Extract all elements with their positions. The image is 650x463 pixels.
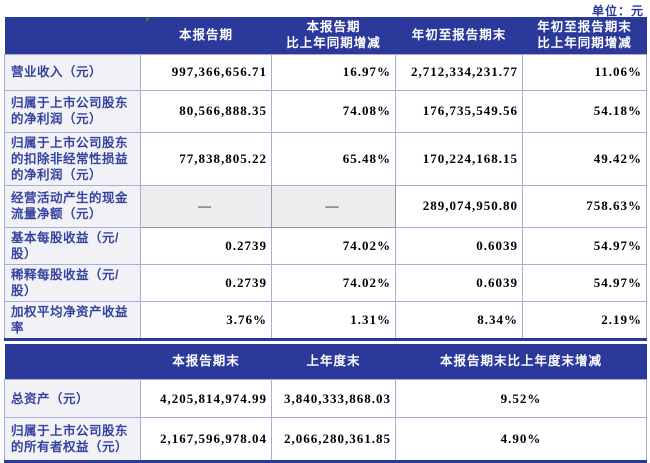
value-cell: 0.6039 xyxy=(396,227,523,264)
header-yearend-change: 本报告期末比上年度末增减 xyxy=(396,344,647,380)
header-current-period: 本报告期 xyxy=(141,17,272,54)
value-cell: 997,366,656.71 xyxy=(141,54,272,90)
na-cell: — xyxy=(272,185,396,227)
table2-header-row: 本报告期末 上年度末 本报告期末比上年度末增减 xyxy=(5,344,647,380)
row-label: 总资产（元） xyxy=(5,380,141,418)
value-cell: 170,224,168.15 xyxy=(396,132,523,185)
table1-header-row: 本报告期 本报告期 比上年同期增减 年初至报告期末 年初至报告期末 比上年同期增… xyxy=(5,17,647,54)
value-cell: 2.19% xyxy=(523,301,647,339)
header-prior-yearend: 上年度末 xyxy=(272,344,396,380)
value-cell: 2,066,280,361.85 xyxy=(272,418,396,462)
row-label: 归属于上市公司股东的所有者权益（元） xyxy=(5,418,141,462)
table-row-net-profit-excl-nonrecurring: 归属于上市公司股东的扣除非经常性损益的净利润（元） 77,838,805.22 … xyxy=(5,132,647,185)
value-cell: 758.63% xyxy=(523,185,647,227)
value-cell: 4,205,814,974.99 xyxy=(141,380,272,418)
header-period-end: 本报告期末 xyxy=(141,344,272,380)
row-label: 归属于上市公司股东的净利润（元） xyxy=(5,90,141,132)
table-row-net-profit: 归属于上市公司股东的净利润（元） 80,566,888.35 74.08% 17… xyxy=(5,90,647,132)
row-label: 经营活动产生的现金流量净额（元） xyxy=(5,185,141,227)
row-label: 营业收入（元） xyxy=(5,54,141,90)
cell-comment-flag-icon xyxy=(146,18,150,22)
key-financials-period-table: 本报告期 本报告期 比上年同期增减 年初至报告期末 年初至报告期末 比上年同期增… xyxy=(4,17,647,341)
header-ytd-change: 年初至报告期末 比上年同期增减 xyxy=(523,17,647,54)
table-row-revenue: 营业收入（元） 997,366,656.71 16.97% 2,712,334,… xyxy=(5,54,647,90)
value-cell: 74.02% xyxy=(272,264,396,301)
value-cell: 65.48% xyxy=(272,132,396,185)
value-cell: 289,074,950.80 xyxy=(396,185,523,227)
value-cell: 176,735,549.56 xyxy=(396,90,523,132)
value-cell: 49.42% xyxy=(523,132,647,185)
header-ytd: 年初至报告期末 xyxy=(396,17,523,54)
value-cell: 77,838,805.22 xyxy=(141,132,272,185)
corner-cell xyxy=(5,344,141,380)
na-cell: — xyxy=(141,185,272,227)
corner-cell xyxy=(5,17,141,54)
row-label: 稀释每股收益（元/股） xyxy=(5,264,141,301)
value-cell: 4.90% xyxy=(396,418,647,462)
table-row-basic-eps: 基本每股收益（元/股） 0.2739 74.02% 0.6039 54.97% xyxy=(5,227,647,264)
table-row-weighted-avg-roe: 加权平均净资产收益率 3.76% 1.31% 8.34% 2.19% xyxy=(5,301,647,339)
value-cell: 2,167,596,978.04 xyxy=(141,418,272,462)
row-label: 归属于上市公司股东的扣除非经常性损益的净利润（元） xyxy=(5,132,141,185)
value-cell: 74.08% xyxy=(272,90,396,132)
value-cell: 54.18% xyxy=(523,90,647,132)
value-cell: 8.34% xyxy=(396,301,523,339)
table-row-total-assets: 总资产（元） 4,205,814,974.99 3,840,333,868.03… xyxy=(5,380,647,418)
table-row-diluted-eps: 稀释每股收益（元/股） 0.2739 74.02% 0.6039 54.97% xyxy=(5,264,647,301)
row-label: 加权平均净资产收益率 xyxy=(5,301,141,339)
value-cell: 0.6039 xyxy=(396,264,523,301)
table-row-operating-cash-flow: 经营活动产生的现金流量净额（元） — — 289,074,950.80 758.… xyxy=(5,185,647,227)
unit-label: 单位：元 xyxy=(4,1,646,17)
header-current-period-change: 本报告期 比上年同期增减 xyxy=(272,17,396,54)
row-label: 基本每股收益（元/股） xyxy=(5,227,141,264)
value-cell: 9.52% xyxy=(396,380,647,418)
value-cell: 80,566,888.35 xyxy=(141,90,272,132)
value-cell: 0.2739 xyxy=(141,264,272,301)
value-cell: 54.97% xyxy=(523,264,647,301)
value-cell: 1.31% xyxy=(272,301,396,339)
table-row-shareholders-equity: 归属于上市公司股东的所有者权益（元） 2,167,596,978.04 2,06… xyxy=(5,418,647,462)
key-financials-yearend-table: 本报告期末 上年度末 本报告期末比上年度末增减 总资产（元） 4,205,814… xyxy=(4,344,647,463)
value-cell: 3.76% xyxy=(141,301,272,339)
value-cell: 3,840,333,868.03 xyxy=(272,380,396,418)
value-cell: 74.02% xyxy=(272,227,396,264)
value-cell: 0.2739 xyxy=(141,227,272,264)
value-cell: 16.97% xyxy=(272,54,396,90)
value-cell: 54.97% xyxy=(523,227,647,264)
value-cell: 11.06% xyxy=(523,54,647,90)
value-cell: 2,712,334,231.77 xyxy=(396,54,523,90)
